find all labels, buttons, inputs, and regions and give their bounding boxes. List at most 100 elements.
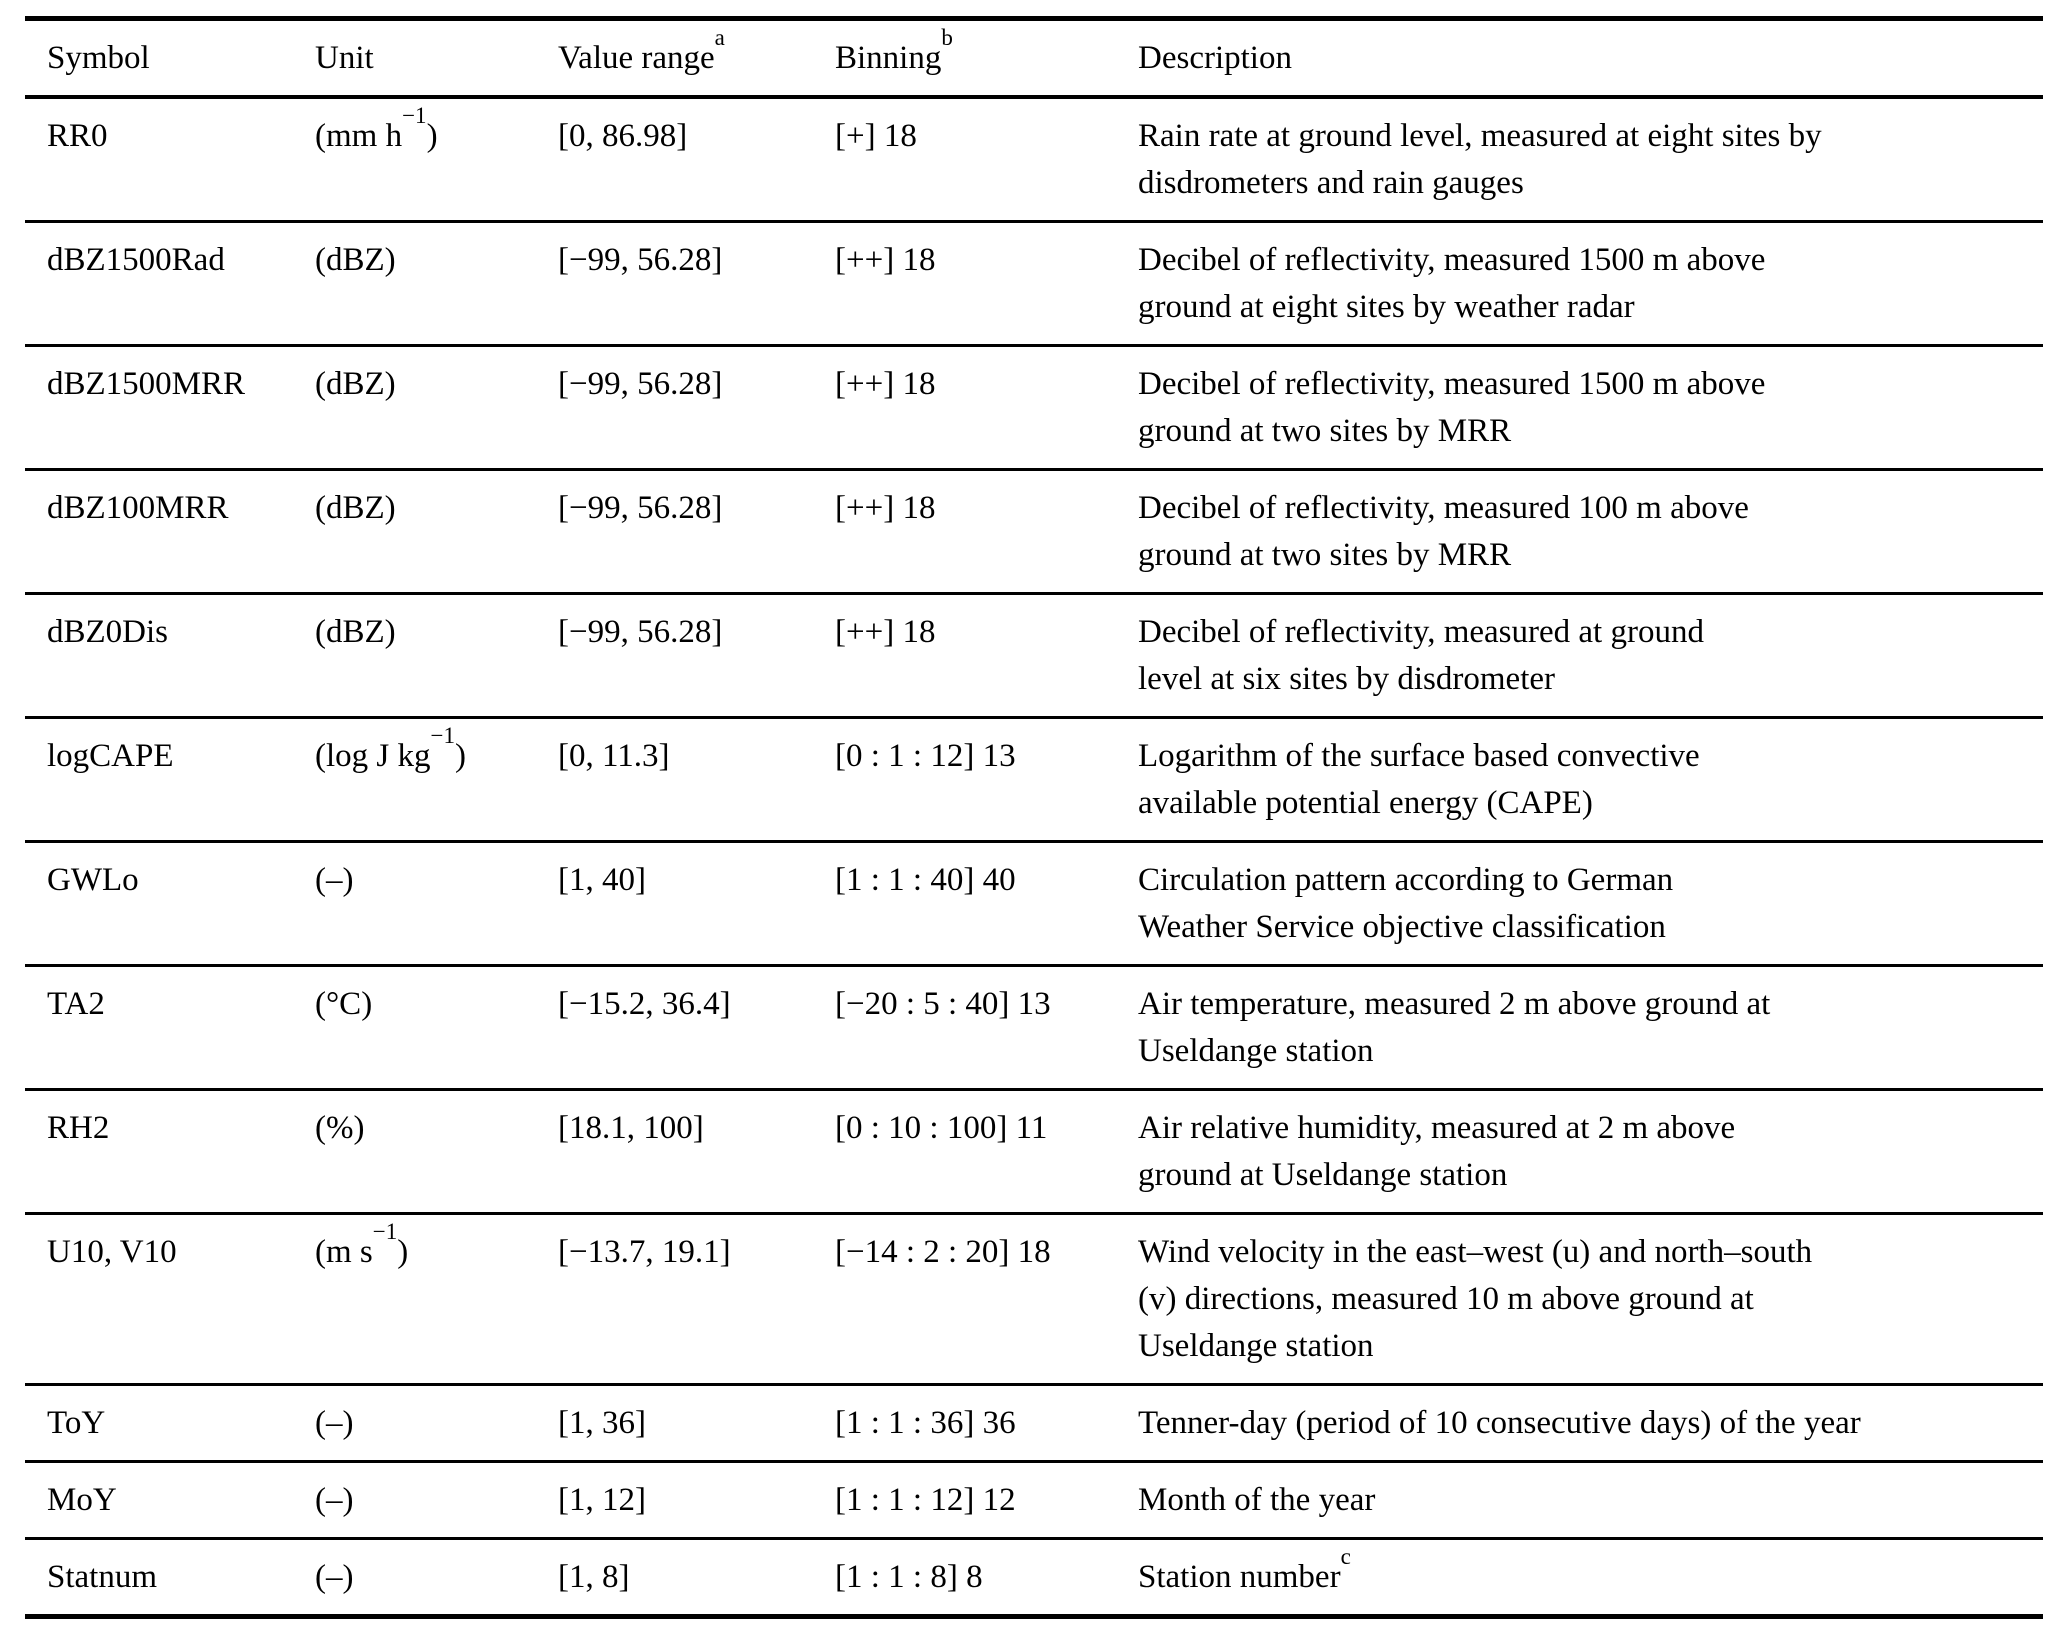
cell-symbol: logCAPE <box>47 738 174 774</box>
table-header-row: Symbol Unit Value rangea Binningb Descri… <box>25 18 2043 98</box>
description-line: Decibel of reflectivity, measured 1500 m… <box>1138 237 2033 284</box>
unit-exponent: −1 <box>402 102 427 128</box>
description-line: Circulation pattern according to German <box>1138 857 2033 904</box>
description-text: Decibel of reflectivity, measured 100 m … <box>1138 490 1749 526</box>
table-row: dBZ100MRR (dBZ) [−99, 56.28] [++] 18 Dec… <box>25 470 2043 594</box>
table-row: logCAPE (log J kg−1) [0, 11.3] [0 : 1 : … <box>25 718 2043 842</box>
cell-binning: [0 : 10 : 100] 11 <box>835 1110 1048 1146</box>
cell-unit: (dBZ) <box>315 222 558 346</box>
description-line: level at six sites by disdrometer <box>1138 661 1555 697</box>
footnote-marker-a: a <box>714 24 725 50</box>
description-text: Decibel of reflectivity, measured at gro… <box>1138 614 1704 650</box>
unit-text-close: ) <box>454 738 466 774</box>
unit-exponent: −1 <box>372 1218 398 1244</box>
description-line: ground at eight sites by weather radar <box>1138 289 1635 325</box>
cell-symbol: GWLo <box>47 862 139 898</box>
cell-symbol: MoY <box>47 1482 117 1518</box>
footnote-marker-c: c <box>1340 1543 1351 1569</box>
column-header-symbol: Symbol <box>47 40 150 76</box>
cell-description: Logarithm of the surface based convectiv… <box>1138 718 2043 842</box>
cell-binning: [−20 : 5 : 40] 13 <box>835 986 1051 1022</box>
description-text: Station number <box>1138 1559 1341 1595</box>
table-row: U10, V10 (m s−1) [−13.7, 19.1] [−14 : 2 … <box>25 1214 2043 1385</box>
cell-unit: (log J kg−1) <box>315 718 558 842</box>
unit-text: (mm h <box>315 118 403 154</box>
cell-description: Month of the year <box>1138 1462 2043 1539</box>
cell-symbol: TA2 <box>47 986 105 1022</box>
table-row: dBZ0Dis (dBZ) [−99, 56.28] [++] 18 Decib… <box>25 594 2043 718</box>
table-row: MoY (–) [1, 12] [1 : 1 : 12] 12 Month of… <box>25 1462 2043 1539</box>
unit-text: (°C) <box>315 986 373 1022</box>
description-line: ground at two sites by MRR <box>1138 537 1512 573</box>
cell-description: Decibel of reflectivity, measured 100 m … <box>1138 470 2043 594</box>
description-line: Decibel of reflectivity, measured 100 m … <box>1138 485 2033 532</box>
description-text: Month of the year <box>1138 1482 1376 1518</box>
description-text: Logarithm of the surface based convectiv… <box>1138 738 1700 774</box>
cell-binning: [++] 18 <box>835 490 936 526</box>
unit-text: (dBZ) <box>315 490 396 526</box>
cell-symbol: ToY <box>47 1405 106 1441</box>
cell-symbol: dBZ1500MRR <box>47 366 246 402</box>
cell-description: Station numberc <box>1138 1539 2043 1617</box>
cell-value-range: [1, 8] <box>558 1559 630 1595</box>
description-text: Air relative humidity, measured at 2 m a… <box>1138 1110 1736 1146</box>
cell-unit: (–) <box>315 1539 558 1617</box>
table-row: RH2 (%) [18.1, 100] [0 : 10 : 100] 11 Ai… <box>25 1090 2043 1214</box>
table-row: GWLo (–) [1, 40] [1 : 1 : 40] 40 Circula… <box>25 842 2043 966</box>
unit-text: (dBZ) <box>315 614 396 650</box>
cell-description: Decibel of reflectivity, measured 1500 m… <box>1138 222 2043 346</box>
description-line: Decibel of reflectivity, measured at gro… <box>1138 609 2033 656</box>
cell-description: Wind velocity in the east–west (u) and n… <box>1138 1214 2043 1385</box>
cell-unit: (–) <box>315 1385 558 1462</box>
description-text: Decibel of reflectivity, measured 1500 m… <box>1138 366 1766 402</box>
cell-binning: [−14 : 2 : 20] 18 <box>835 1234 1051 1270</box>
column-header-description: Description <box>1138 40 1292 76</box>
table-row: TA2 (°C) [−15.2, 36.4] [−20 : 5 : 40] 13… <box>25 966 2043 1090</box>
description-line: (v) directions, measured 10 m above grou… <box>1138 1281 1754 1317</box>
description-line: Logarithm of the surface based convectiv… <box>1138 733 2033 780</box>
cell-symbol: U10, V10 <box>47 1234 177 1270</box>
variables-table: Symbol Unit Value rangea Binningb Descri… <box>25 16 2043 1619</box>
unit-text: (%) <box>315 1110 365 1146</box>
cell-symbol: RH2 <box>47 1110 110 1146</box>
cell-binning: [0 : 1 : 12] 13 <box>835 738 1016 774</box>
cell-unit: (°C) <box>315 966 558 1090</box>
column-header-value-range: Value rangea <box>558 19 835 98</box>
description-line: Rain rate at ground level, measured at e… <box>1138 113 2033 160</box>
description-line: Useldange station <box>1138 1033 1374 1069</box>
unit-text: (dBZ) <box>315 366 396 402</box>
cell-unit: (mm h−1) <box>315 97 558 222</box>
unit-text: (dBZ) <box>315 242 396 278</box>
unit-text: (–) <box>315 1482 354 1518</box>
description-text: Circulation pattern according to German <box>1138 862 1674 898</box>
cell-unit: (dBZ) <box>315 594 558 718</box>
description-text: Decibel of reflectivity, measured 1500 m… <box>1138 242 1766 278</box>
cell-unit: (–) <box>315 842 558 966</box>
description-text: Rain rate at ground level, measured at e… <box>1138 118 1822 154</box>
cell-value-range: [−13.7, 19.1] <box>558 1234 731 1270</box>
cell-binning: [+] 18 <box>835 118 917 154</box>
unit-exponent: −1 <box>430 722 455 748</box>
cell-value-range: [0, 11.3] <box>558 738 670 774</box>
unit-text: (m s <box>315 1234 373 1270</box>
cell-symbol: RR0 <box>47 118 108 154</box>
description-line: Decibel of reflectivity, measured 1500 m… <box>1138 361 2033 408</box>
cell-value-range: [−99, 56.28] <box>558 614 723 650</box>
unit-text: (log J kg <box>315 738 431 774</box>
cell-value-range: [1, 40] <box>558 862 646 898</box>
cell-binning: [1 : 1 : 40] 40 <box>835 862 1016 898</box>
description-line: Useldange station <box>1138 1328 1374 1364</box>
cell-value-range: [−99, 56.28] <box>558 490 723 526</box>
description-line: ground at Useldange station <box>1138 1157 1508 1193</box>
description-line: disdrometers and rain gauges <box>1138 165 1524 201</box>
cell-binning: [1 : 1 : 36] 36 <box>835 1405 1016 1441</box>
cell-binning: [++] 18 <box>835 366 936 402</box>
cell-value-range: [−99, 56.28] <box>558 366 723 402</box>
description-line: available potential energy (CAPE) <box>1138 785 1593 821</box>
cell-unit: (%) <box>315 1090 558 1214</box>
cell-symbol: dBZ0Dis <box>47 614 169 650</box>
description-line: Wind velocity in the east–west (u) and n… <box>1138 1229 2033 1276</box>
cell-unit: (dBZ) <box>315 470 558 594</box>
cell-description: Tenner-day (period of 10 consecutive day… <box>1138 1385 2043 1462</box>
